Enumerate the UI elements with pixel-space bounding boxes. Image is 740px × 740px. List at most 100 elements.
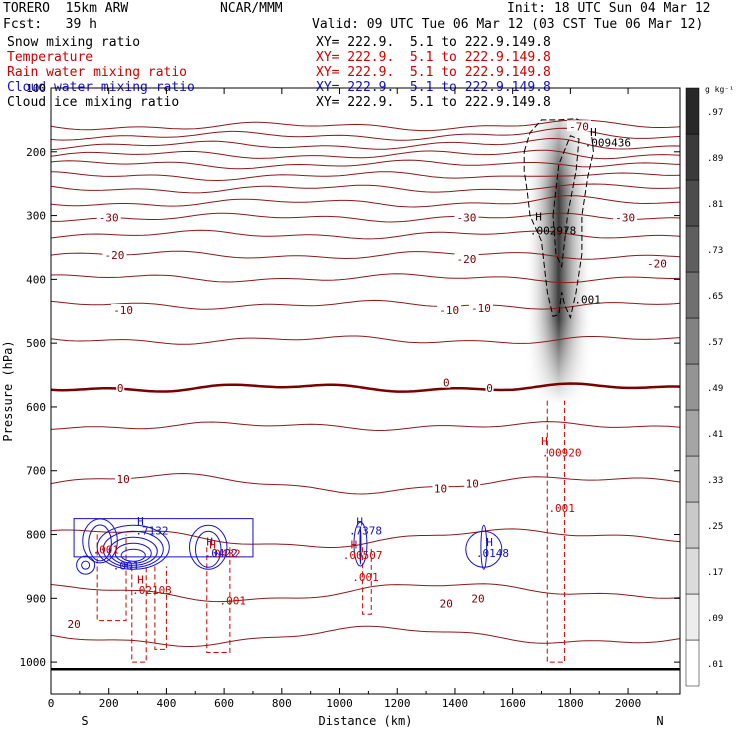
isotherm-line [50, 149, 681, 160]
isotherm-label: -10 [113, 304, 133, 317]
isotherm-label: -10 [471, 302, 491, 315]
model-title: TORERO 15km ARW [3, 1, 129, 16]
isotherm-label-bg [644, 257, 669, 269]
colorbar-cell [685, 409, 700, 457]
isotherm-label: 0 [117, 382, 124, 395]
isotherm-label: 10 [466, 477, 479, 490]
colorbar-cell [685, 317, 700, 365]
colorbar-cell [685, 639, 700, 687]
cloud-water-contour [188, 524, 228, 570]
contour-annotation: .009436 [585, 137, 631, 150]
isotherm-label: -20 [457, 253, 477, 266]
isotherm-label-bg [454, 211, 479, 223]
rain-water-contour [96, 534, 127, 622]
cloud-water-contour [353, 521, 368, 567]
colorbar-label: .57 [707, 338, 723, 348]
y-tick-label: 800 [26, 529, 46, 542]
y-tick-label: 1000 [20, 656, 47, 669]
cloud-ice-contour-inner [552, 135, 580, 269]
isotherm-line [50, 625, 681, 648]
isotherm-label: 0 [486, 382, 493, 395]
contour-annotation: .001 [574, 294, 601, 307]
isotherm-label-bg [437, 303, 462, 315]
x-tick-label: 1400 [442, 697, 469, 710]
init-time: Init: 18 UTC Sun 04 Mar 12 [507, 1, 711, 16]
south-end-label: S [81, 714, 88, 728]
isotherm-line [50, 195, 681, 208]
isotherm-line [50, 183, 681, 194]
contour-annotation: H [590, 126, 597, 139]
isotherm-label-bg [613, 211, 638, 223]
isotherm-label-bg [102, 249, 127, 261]
isotherm-line [50, 528, 681, 548]
isotherm-label-bg [96, 211, 121, 223]
contour-annotation: H [351, 539, 358, 552]
contour-annotation: H [137, 574, 144, 587]
isotherm-line [50, 382, 681, 393]
legend-xy-range: XY= 222.9. 5.1 to 222.9.149.8 [316, 35, 551, 50]
cloud-water-contour [465, 530, 503, 568]
contour-annotation: .7132 [135, 525, 168, 538]
isotherm-line [50, 159, 681, 170]
contour-annotation: H [535, 211, 542, 224]
colorbar-label: .17 [707, 568, 723, 578]
x-tick-label: 1200 [384, 697, 411, 710]
y-tick-label-top: 100 [26, 82, 46, 95]
isotherm-label-bg [116, 381, 125, 393]
colorbar-cell [685, 501, 700, 549]
cloud-water-contour [480, 524, 488, 570]
y-tick-label: 300 [26, 210, 46, 223]
y-tick-label: 900 [26, 592, 46, 605]
rain-water-contour [206, 547, 231, 654]
isotherm-label-bg [485, 381, 494, 393]
isotherm-label: 0 [443, 377, 450, 390]
legend-field-name: Temperature [7, 50, 94, 65]
isotherm-label: -30 [615, 211, 635, 224]
isotherm-label: 10 [434, 483, 447, 496]
cloud-water-core [76, 555, 96, 575]
contour-annotation: .00920 [542, 447, 582, 460]
rain-water-contour [546, 400, 566, 663]
valid-time: Valid: 09 UTC Tue 06 Mar 12 (03 CST Tue … [312, 17, 704, 32]
cloud-water-contour [102, 530, 164, 568]
cloud-ice-contour [523, 118, 594, 320]
legend-xy-range: XY= 222.9. 5.1 to 222.9.149.8 [316, 50, 551, 65]
cloud-water-outline [73, 518, 254, 558]
colorbar-label: .89 [707, 154, 723, 164]
contour-annotation: .001 [113, 560, 140, 573]
contour-annotation: H [209, 539, 216, 552]
isotherm-line [50, 583, 681, 603]
cloud-water-contour [88, 524, 112, 562]
colorbar-label: .33 [707, 476, 723, 486]
colorbar-cell [685, 133, 700, 181]
colorbar-cell [685, 271, 700, 319]
colorbar-cell [685, 593, 700, 641]
contour-annotation: H [137, 515, 144, 528]
x-tick-label: 200 [99, 697, 119, 710]
y-tick-label: 600 [26, 401, 46, 414]
colorbar-label: .81 [707, 200, 723, 210]
colorbar-cell [685, 179, 700, 227]
isotherm-label-bg [111, 303, 136, 315]
contour-annotation: .001 [93, 544, 120, 557]
colorbar-cell [685, 547, 700, 595]
contour-annotation: .0432 [208, 547, 241, 560]
contour-annotation: .0148 [476, 547, 509, 560]
cloud-water-contour [194, 530, 222, 568]
isotherm-line [50, 273, 681, 284]
contour-annotation: H [206, 535, 213, 548]
north-end-label: N [656, 714, 663, 728]
isotherm-line [50, 335, 681, 345]
isotherm-label-bg [468, 302, 493, 314]
isotherm-label-bg [464, 477, 481, 489]
colorbar-cell [685, 225, 700, 273]
colorbar-label: .73 [707, 246, 723, 256]
isotherm-line [50, 119, 681, 132]
colorbar-unit: g kg⁻¹ [705, 85, 734, 94]
isotherm-label: -70 [569, 120, 589, 133]
contour-annotation: .7378 [349, 525, 382, 538]
x-tick-label: 2000 [615, 697, 642, 710]
isotherm-label-bg [432, 482, 449, 494]
colorbar-cell [685, 363, 700, 411]
